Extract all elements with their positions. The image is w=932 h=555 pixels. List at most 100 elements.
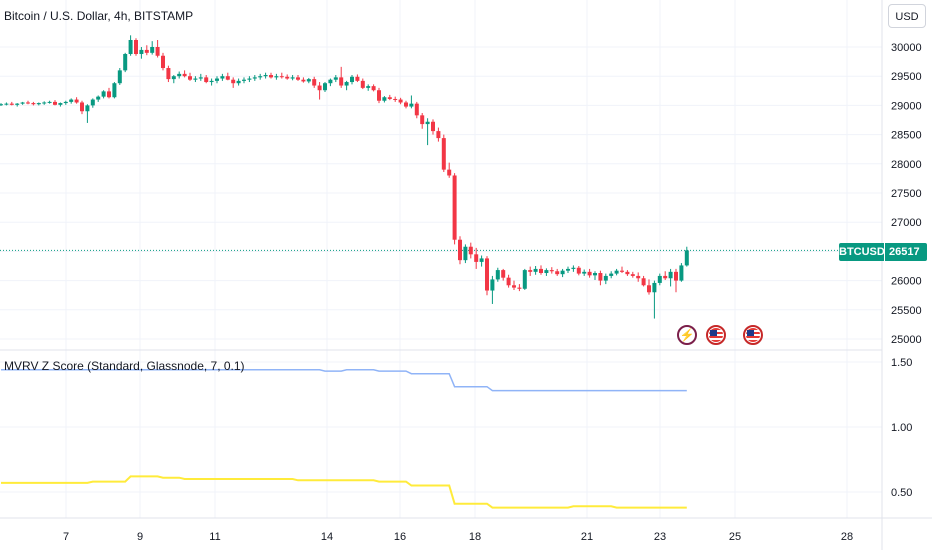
candle-body	[657, 275, 662, 283]
last-price-symbol-badge: BTCUSD	[839, 243, 885, 261]
candle-body	[452, 175, 457, 240]
lightning-icon[interactable]: ⚡	[677, 325, 697, 345]
candle-body	[188, 76, 192, 80]
indicator-tick-label: 1.00	[891, 422, 912, 434]
candle-body	[166, 68, 171, 80]
time-tick-label: 18	[469, 531, 481, 543]
price-tick-label: 28000	[891, 159, 922, 171]
indicator-tick-label: 1.50	[891, 357, 912, 369]
candle-body	[317, 85, 322, 91]
candle-body	[323, 83, 327, 91]
candle-body	[220, 76, 225, 79]
candle-body	[9, 103, 14, 105]
candle-body	[269, 75, 273, 78]
candle-body	[436, 131, 441, 139]
candle-body	[231, 79, 236, 84]
us-flag-icon[interactable]	[743, 325, 763, 345]
candle-body	[290, 77, 295, 79]
candle-body	[236, 80, 241, 84]
price-tick-label: 25000	[891, 334, 922, 346]
candle-body	[366, 86, 371, 88]
candle-body	[485, 258, 489, 291]
time-tick-label: 7	[63, 531, 69, 543]
candle-body	[533, 268, 538, 272]
candle-body	[522, 270, 527, 289]
time-axis[interactable]: 7 9 11 14 16 18 21 23 25 28	[63, 531, 853, 543]
candle-body	[441, 138, 446, 170]
candle-body	[479, 258, 484, 262]
candle-body	[258, 76, 263, 78]
candle-body	[431, 121, 435, 132]
candle-body	[328, 79, 333, 84]
candle-body	[544, 270, 549, 274]
candle-body	[414, 103, 419, 116]
candle-body	[274, 76, 279, 78]
candle-body	[53, 101, 57, 105]
indicator-tick-label: 0.50	[891, 487, 912, 499]
candle-body	[371, 86, 376, 91]
price-tick-label: 28500	[891, 130, 922, 142]
candle-body	[74, 99, 79, 103]
candle-body	[490, 279, 495, 291]
price-tick-label: 26000	[891, 276, 922, 288]
candle-body	[339, 77, 344, 86]
candle-body	[409, 103, 414, 107]
candle-body	[171, 76, 176, 80]
candles-layer	[0, 35, 689, 319]
candle-body	[603, 275, 608, 281]
us-flag-icon[interactable]	[706, 325, 726, 345]
candle-body	[549, 270, 554, 272]
candle-body	[15, 103, 20, 105]
candle-body	[42, 102, 47, 104]
flag-canton	[710, 330, 717, 336]
candle-body	[198, 77, 203, 79]
candle-body	[458, 239, 462, 261]
candle-body	[85, 105, 90, 112]
candle-body	[0, 104, 3, 106]
candle-body	[333, 77, 338, 80]
candle-body	[161, 55, 165, 69]
candle-body	[468, 246, 473, 255]
candle-body	[344, 82, 349, 86]
candle-body	[387, 97, 392, 99]
candle-body	[285, 76, 290, 79]
candle-body	[576, 267, 581, 274]
last-price-value-badge: 26517	[885, 243, 927, 261]
candle-body	[517, 287, 522, 289]
indicator-title[interactable]: MVRV Z Score (Standard, Glassnode, 7, 0.…	[4, 359, 245, 373]
candle-body	[215, 78, 219, 81]
candle-body	[150, 47, 155, 53]
candle-body	[512, 285, 516, 288]
indicator-axis[interactable]: 0.50 1.00 1.50	[891, 357, 912, 499]
candle-body	[668, 271, 673, 279]
symbol-title[interactable]: Bitcoin / U.S. Dollar, 4h, BITSTAMP	[4, 9, 194, 23]
time-tick-label: 28	[841, 531, 853, 543]
candle-body	[90, 99, 95, 106]
candle-body	[625, 271, 630, 275]
candle-body	[528, 270, 533, 272]
time-tick-label: 9	[137, 531, 143, 543]
candle-body	[252, 77, 257, 79]
candle-body	[301, 79, 306, 82]
time-tick-label: 25	[729, 531, 741, 543]
candle-body	[36, 103, 41, 105]
time-tick-label: 23	[654, 531, 666, 543]
price-tick-label: 30000	[891, 42, 922, 54]
candle-body	[279, 76, 284, 78]
candle-body	[582, 271, 587, 274]
candle-body	[26, 102, 30, 104]
price-axis[interactable]: 2500025500260002650027000275002800028500…	[891, 42, 922, 346]
candle-body	[182, 73, 187, 77]
candle-body	[4, 103, 9, 105]
currency-button[interactable]: USD	[888, 4, 926, 28]
candle-body	[463, 246, 468, 261]
candle-body	[614, 270, 619, 274]
candle-body	[620, 270, 624, 272]
candle-body	[296, 77, 300, 80]
candle-body	[506, 277, 511, 286]
candle-body	[58, 103, 63, 105]
time-tick-label: 11	[209, 531, 220, 543]
candle-body	[539, 268, 543, 274]
